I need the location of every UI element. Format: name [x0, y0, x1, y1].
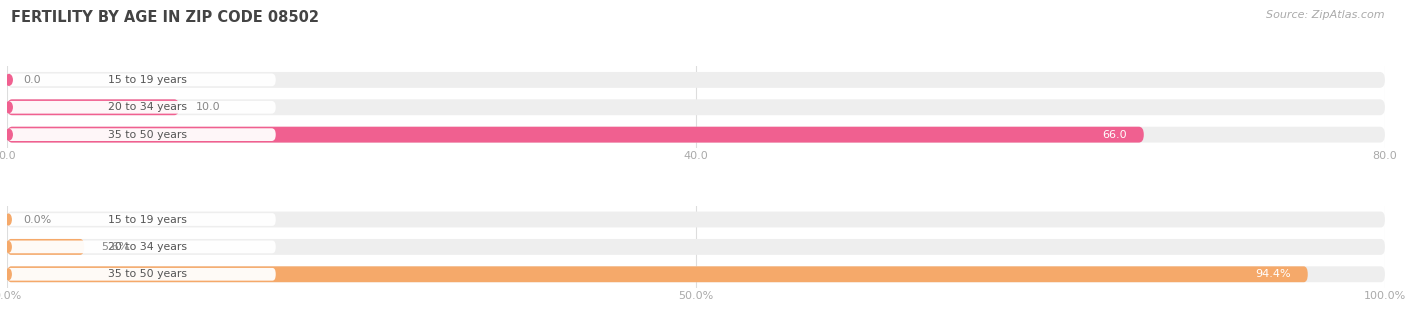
Text: 15 to 19 years: 15 to 19 years [108, 75, 187, 85]
Text: 5.6%: 5.6% [101, 242, 129, 252]
FancyBboxPatch shape [7, 72, 1385, 88]
Text: 35 to 50 years: 35 to 50 years [107, 269, 187, 279]
FancyBboxPatch shape [7, 212, 1385, 227]
FancyBboxPatch shape [7, 127, 1385, 143]
FancyBboxPatch shape [7, 239, 84, 255]
FancyBboxPatch shape [7, 99, 1385, 115]
Circle shape [6, 269, 11, 280]
FancyBboxPatch shape [7, 99, 180, 115]
Circle shape [6, 129, 13, 140]
FancyBboxPatch shape [7, 128, 276, 141]
FancyBboxPatch shape [7, 268, 276, 281]
FancyBboxPatch shape [7, 73, 276, 86]
Text: 20 to 34 years: 20 to 34 years [108, 102, 187, 112]
Text: 0.0: 0.0 [24, 75, 41, 85]
Text: 94.4%: 94.4% [1256, 269, 1291, 279]
Circle shape [6, 242, 11, 252]
Text: 35 to 50 years: 35 to 50 years [108, 130, 187, 140]
Circle shape [6, 102, 13, 113]
Text: 15 to 19 years: 15 to 19 years [108, 214, 187, 224]
Circle shape [6, 74, 13, 85]
FancyBboxPatch shape [7, 213, 276, 226]
Text: 20 to 34 years: 20 to 34 years [107, 242, 187, 252]
FancyBboxPatch shape [7, 241, 276, 253]
FancyBboxPatch shape [7, 266, 1308, 282]
Circle shape [6, 214, 11, 225]
FancyBboxPatch shape [7, 127, 1144, 143]
Text: 66.0: 66.0 [1102, 130, 1128, 140]
Text: Source: ZipAtlas.com: Source: ZipAtlas.com [1267, 10, 1385, 20]
Text: 0.0%: 0.0% [24, 214, 52, 224]
Text: FERTILITY BY AGE IN ZIP CODE 08502: FERTILITY BY AGE IN ZIP CODE 08502 [11, 10, 319, 25]
FancyBboxPatch shape [7, 239, 1385, 255]
FancyBboxPatch shape [7, 266, 1385, 282]
FancyBboxPatch shape [7, 101, 276, 114]
Text: 10.0: 10.0 [195, 102, 221, 112]
